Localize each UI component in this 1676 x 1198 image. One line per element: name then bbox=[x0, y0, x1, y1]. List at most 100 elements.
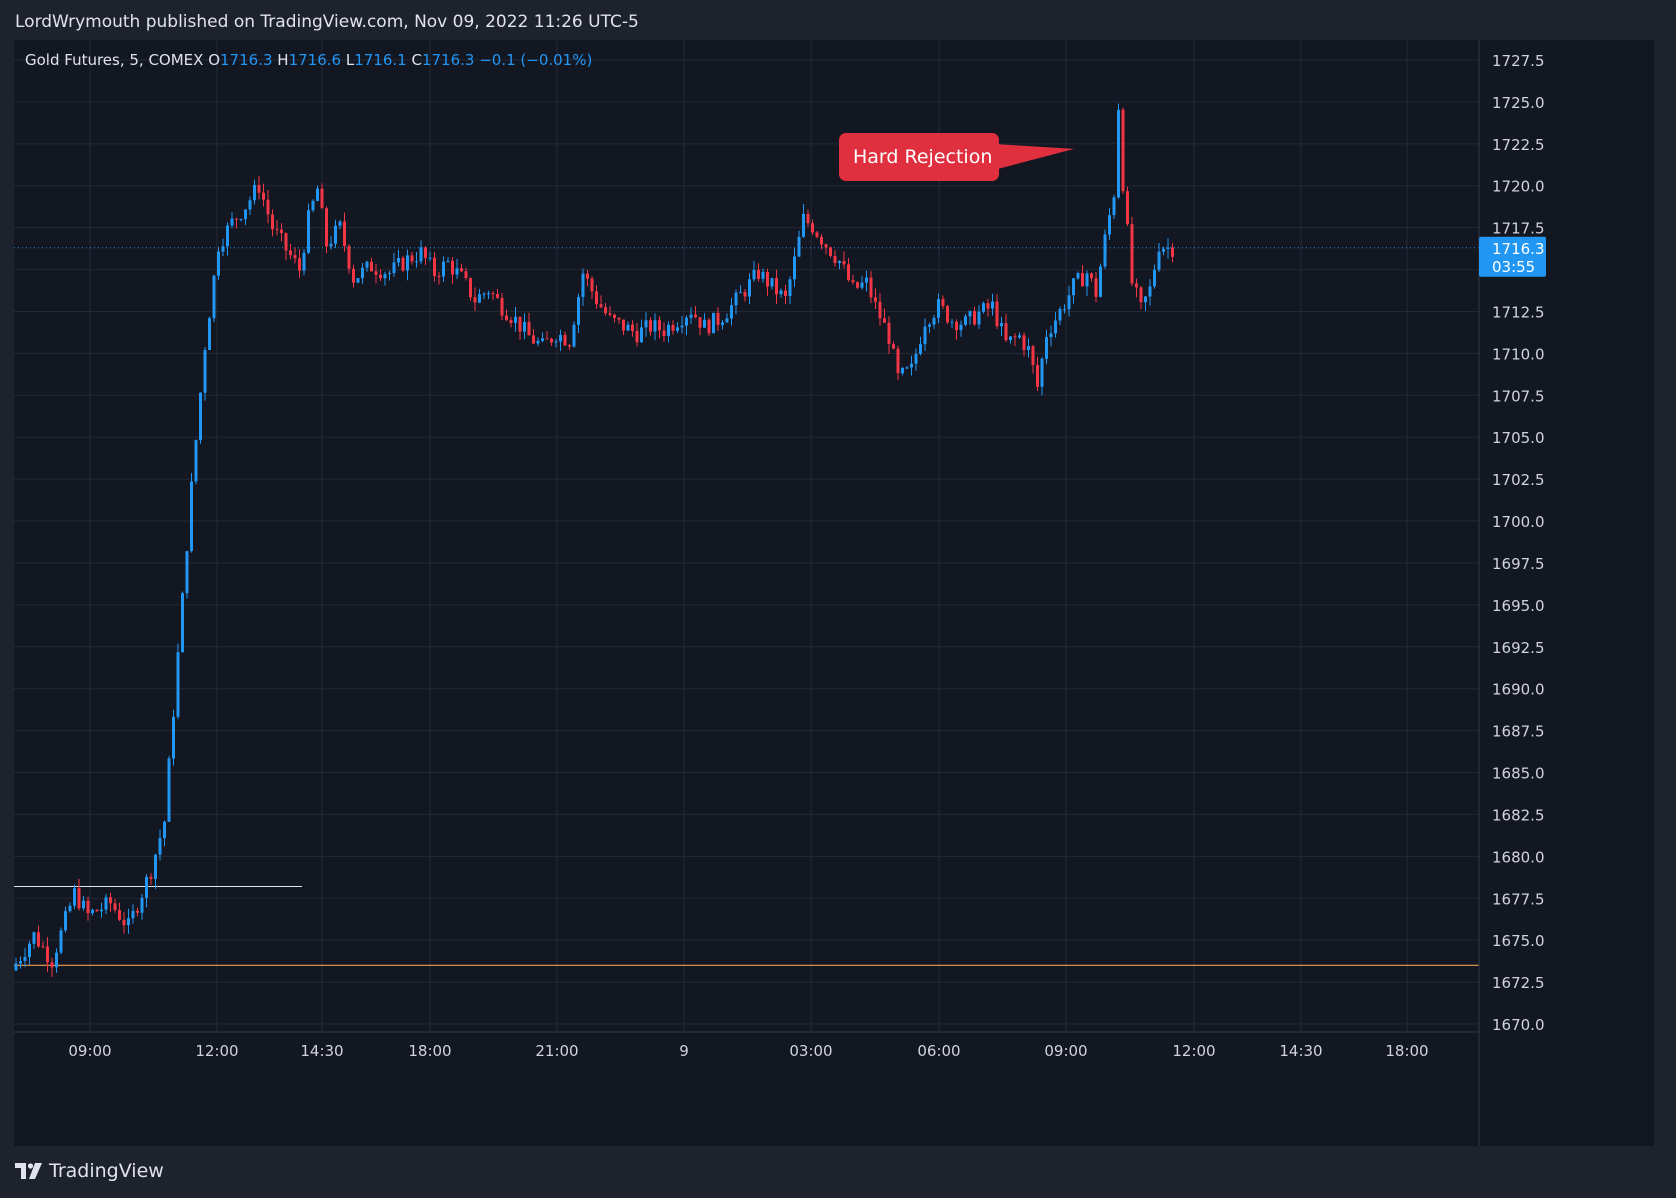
candle-body bbox=[671, 324, 675, 331]
current-price-value: 1716.3 bbox=[1492, 240, 1545, 258]
y-tick-label: 1700.0 bbox=[1492, 513, 1545, 531]
y-tick-label: 1682.5 bbox=[1492, 806, 1545, 824]
candle-body bbox=[59, 930, 63, 953]
candle-body bbox=[428, 257, 432, 259]
candle-body bbox=[505, 315, 508, 321]
hard-rejection-callout[interactable]: Hard Rejection bbox=[839, 133, 1074, 181]
candle-body bbox=[221, 246, 225, 252]
candle-body bbox=[617, 317, 621, 320]
candle-body bbox=[383, 274, 387, 279]
candle-body bbox=[293, 255, 297, 259]
candle-body bbox=[127, 918, 130, 926]
candle-body bbox=[644, 320, 648, 328]
y-tick-label: 1687.5 bbox=[1492, 723, 1545, 741]
candle-body bbox=[95, 909, 99, 912]
candle-body bbox=[406, 255, 409, 271]
candle-body bbox=[329, 243, 333, 247]
candle-body bbox=[707, 319, 711, 334]
candle-body bbox=[649, 320, 652, 332]
candle-body bbox=[365, 261, 369, 268]
candlestick-chart[interactable]: 1727.51725.01722.51720.01717.51715.01712… bbox=[14, 40, 1654, 1146]
candle-body bbox=[100, 909, 103, 912]
candle-body bbox=[869, 277, 873, 298]
candle-body bbox=[689, 314, 693, 318]
candle-body bbox=[685, 317, 688, 326]
candle-body bbox=[527, 321, 531, 336]
candle-body bbox=[541, 338, 544, 341]
legend-low-label: L bbox=[346, 51, 355, 69]
price-axis[interactable]: 1727.51725.01722.51720.01717.51715.01712… bbox=[1478, 40, 1546, 1146]
chart-frame[interactable]: 1727.51725.01722.51720.01717.51715.01712… bbox=[14, 40, 1654, 1146]
legend-open-label: O bbox=[208, 51, 220, 69]
candle-body bbox=[46, 946, 49, 963]
legend-close: 1716.3 bbox=[422, 51, 479, 69]
candle-body bbox=[172, 716, 175, 759]
candle-body bbox=[109, 897, 112, 904]
annotation-callout[interactable]: Hard Rejection bbox=[839, 133, 1074, 181]
time-axis[interactable]: 09:00 12:00 14:30 18:00 21:00 9 03:00 06:00 09:0… bbox=[14, 1031, 1479, 1060]
candle-body bbox=[923, 326, 927, 345]
candle-body bbox=[1004, 323, 1008, 341]
candle-body bbox=[946, 306, 949, 323]
publish-header: LordWrymouth published on TradingView.co… bbox=[15, 12, 639, 32]
grid-lines bbox=[14, 40, 1654, 1146]
candle-body bbox=[860, 282, 864, 288]
candle-body bbox=[320, 188, 324, 209]
x-tick-label: 14:30 bbox=[1279, 1042, 1322, 1060]
candle-body bbox=[748, 279, 751, 297]
candle-body bbox=[1117, 109, 1120, 198]
tradingview-logo-icon bbox=[15, 1163, 42, 1179]
candle-body bbox=[37, 932, 40, 947]
candle-body bbox=[1112, 197, 1116, 216]
candle-body bbox=[856, 282, 859, 288]
x-tick-label: 21:00 bbox=[535, 1042, 578, 1060]
candle-body bbox=[424, 247, 427, 258]
x-tick-label: 12:00 bbox=[1172, 1042, 1215, 1060]
candle-body bbox=[1157, 251, 1161, 270]
candle-body bbox=[1031, 346, 1035, 365]
candle-body bbox=[509, 320, 513, 323]
candle-body bbox=[626, 324, 630, 331]
current-price-badge[interactable] bbox=[1479, 236, 1546, 277]
candle-body bbox=[599, 304, 603, 308]
candle-body bbox=[356, 278, 360, 283]
candle-body bbox=[667, 324, 670, 337]
candle-body bbox=[572, 324, 576, 347]
brand-name: TradingView bbox=[49, 1160, 164, 1182]
candle-body bbox=[23, 956, 27, 961]
candle-body bbox=[964, 316, 967, 325]
candle-body bbox=[991, 301, 994, 309]
candle-body bbox=[136, 910, 139, 913]
candle-body bbox=[271, 214, 274, 230]
candle-body bbox=[235, 218, 238, 220]
candle-body bbox=[41, 946, 45, 948]
candle-body bbox=[770, 278, 774, 287]
candle-body bbox=[721, 322, 724, 325]
candle-body bbox=[635, 331, 639, 343]
candle-body bbox=[734, 292, 738, 306]
candle-body bbox=[343, 221, 346, 246]
candle-body bbox=[86, 900, 90, 914]
horizontal-lines bbox=[14, 247, 1479, 966]
candle-body bbox=[631, 324, 634, 332]
candle-body bbox=[91, 909, 94, 914]
candle-body bbox=[401, 257, 405, 271]
candle-body bbox=[982, 303, 985, 312]
candle-body bbox=[743, 292, 747, 297]
candle-body bbox=[1135, 283, 1138, 288]
candle-body bbox=[919, 344, 922, 354]
candle-body bbox=[833, 255, 837, 264]
tradingview-logo[interactable]: TradingView bbox=[15, 1160, 164, 1182]
candle-body bbox=[1009, 336, 1012, 341]
x-tick-label: 09:00 bbox=[1044, 1042, 1087, 1060]
candle-body bbox=[28, 943, 31, 957]
candle-body bbox=[815, 232, 819, 237]
candle-body bbox=[1072, 278, 1075, 296]
candle-body bbox=[1144, 296, 1147, 303]
candle-body bbox=[892, 344, 895, 349]
candle-body bbox=[568, 345, 571, 347]
candle-body bbox=[194, 440, 198, 482]
candle-body bbox=[554, 341, 558, 343]
candle-body bbox=[1108, 215, 1111, 235]
candle-body bbox=[550, 338, 553, 343]
